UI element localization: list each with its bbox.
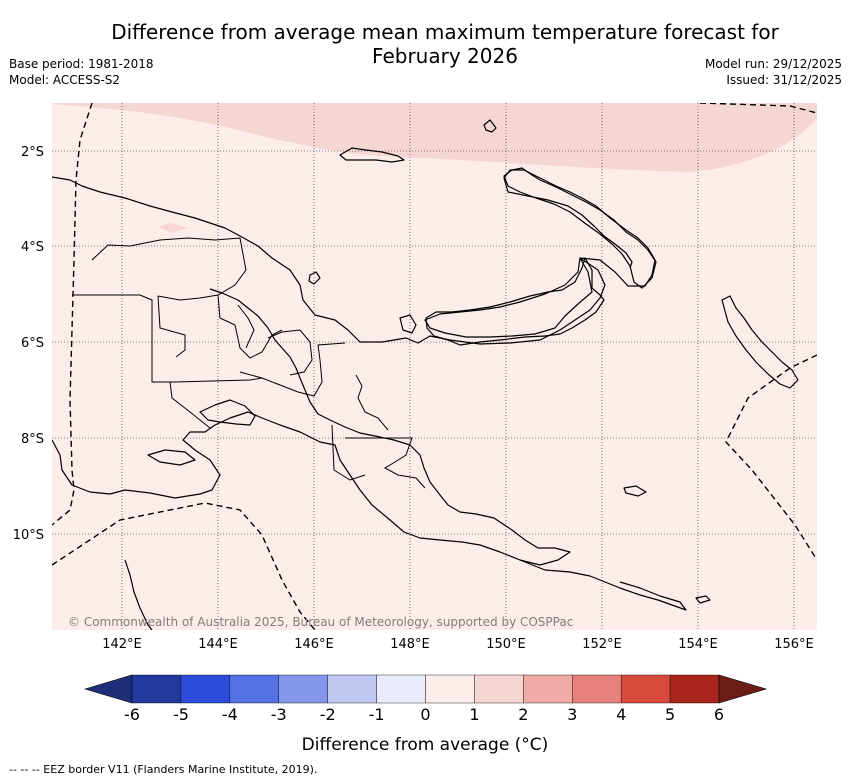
lon-label-144e: 144°E <box>198 637 238 652</box>
small-warm-patch <box>158 223 188 233</box>
map-panel <box>52 103 817 630</box>
border-line-11 <box>355 374 389 431</box>
border-line-9 <box>331 424 366 481</box>
manus-island <box>339 147 405 163</box>
latitude-labels: 2°S 4°S 6°S 8°S 10°S <box>13 145 44 543</box>
lon-label-156e: 156°E <box>774 637 814 652</box>
longitude-labels: 142°E 144°E 146°E 148°E 150°E 152°E 154°… <box>102 637 814 652</box>
left-meta: Base period: 1981-2018 Model: ACCESS-S2 <box>9 56 154 88</box>
colorbar-tick-label: -1 <box>369 705 385 724</box>
map-title: Difference from average mean maximum tem… <box>80 20 810 68</box>
colorbar-tick-label: -4 <box>222 705 238 724</box>
eez-border-south <box>52 502 316 630</box>
border-line-1 <box>72 294 263 383</box>
lon-label-150e: 150°E <box>486 637 526 652</box>
border-line-4 <box>217 294 283 359</box>
colorbar-tick-label: 5 <box>665 705 675 724</box>
colorbar-swatch <box>327 674 377 704</box>
eez-borders <box>52 103 817 630</box>
bougainville <box>721 295 799 389</box>
colorbar-swatch <box>376 674 426 704</box>
border-line-10 <box>345 437 426 489</box>
colorbar-swatch <box>425 674 475 704</box>
title-line-2: February 2026 <box>372 44 518 68</box>
lon-label-146e: 146°E <box>294 637 334 652</box>
colorbar-low-extend <box>83 674 133 704</box>
issued-date: Issued: 31/12/2025 <box>726 73 842 87</box>
lat-label-8s: 8°S <box>21 432 44 447</box>
colorbar-tick-label: -3 <box>271 705 287 724</box>
map-figure: 2°S 4°S 6°S 8°S 10°S 142°E 144°E 146°E 1… <box>13 103 817 755</box>
torres-islands <box>147 449 196 466</box>
colorbar-swatch <box>278 674 328 704</box>
colorbar-tick-label: 0 <box>420 705 430 724</box>
colorbar-swatch <box>669 674 720 704</box>
base-period: Base period: 1981-2018 <box>9 57 154 71</box>
border-line-5 <box>237 304 255 349</box>
eez-border-east <box>725 354 817 561</box>
graticule <box>52 103 817 630</box>
border-line-8 <box>169 381 211 429</box>
northern-island <box>483 119 497 133</box>
lon-label-152e: 152°E <box>582 637 622 652</box>
new-ireland <box>503 167 657 289</box>
lat-label-2s: 2°S <box>21 145 44 160</box>
cape-york-tip <box>124 559 153 630</box>
colorbar-tick-label: 3 <box>567 705 577 724</box>
colorbar-swatch <box>523 674 573 704</box>
title-line-1: Difference from average mean maximum tem… <box>111 20 779 44</box>
border-line-2 <box>91 237 247 301</box>
colorbar: -6 -5 -4 -3 -2 -1 0 1 2 3 4 5 6 Difference from aver… <box>83 674 768 755</box>
colorbar-swatch <box>572 674 622 704</box>
eez-border-west <box>52 103 93 526</box>
colorbar-swatches <box>131 674 720 704</box>
model-run: Model run: 29/12/2025 <box>704 57 842 71</box>
eez-border-northeast <box>699 103 817 114</box>
lat-label-6s: 6°S <box>21 336 44 351</box>
png-south-coast <box>52 288 571 566</box>
colorbar-swatch <box>620 674 671 704</box>
copyright-notice: © Commonwealth of Australia 2025, Bureau… <box>68 615 573 629</box>
karkar-island <box>308 271 321 285</box>
lon-label-142e: 142°E <box>102 637 142 652</box>
border-line-3 <box>157 295 186 358</box>
right-meta: Model run: 29/12/2025 Issued: 31/12/2025 <box>705 56 842 88</box>
southeast-tip <box>519 559 687 611</box>
colorbar-swatch <box>180 674 231 704</box>
lat-label-10s: 10°S <box>13 528 44 543</box>
land-outlines <box>52 119 799 630</box>
goodenough-island <box>399 314 417 334</box>
new-guinea-mainland <box>52 169 656 345</box>
warm-anomaly-region <box>52 103 817 172</box>
colorbar-tick-label: 4 <box>616 705 626 724</box>
colorbar-tick-label: -5 <box>173 705 189 724</box>
woodlark-island <box>623 485 647 497</box>
fly-river-delta <box>199 399 256 426</box>
colorbar-high-extend <box>718 674 768 704</box>
lon-label-154e: 154°E <box>678 637 718 652</box>
colorbar-tick-label: -2 <box>320 705 336 724</box>
lon-label-148e: 148°E <box>390 637 430 652</box>
model-name: Model: ACCESS-S2 <box>9 73 121 87</box>
colorbar-tick-label: 1 <box>469 705 479 724</box>
eez-legend-note: -- -- -- EEZ border V11 (Flanders Marine… <box>9 763 318 776</box>
louisiade-island <box>695 595 711 604</box>
internal-boundaries <box>72 237 426 489</box>
colorbar-label: Difference from average (°C) <box>302 735 549 755</box>
colorbar-tick-label: -6 <box>124 705 140 724</box>
colorbar-swatch <box>474 674 524 704</box>
colorbar-swatch <box>131 674 182 704</box>
colorbar-tick-label: 6 <box>714 705 724 724</box>
border-line-6 <box>239 342 346 397</box>
colorbar-tick-labels: -6 -5 -4 -3 -2 -1 0 1 2 3 4 5 6 <box>124 705 724 724</box>
map-background <box>52 103 817 630</box>
border-line-7 <box>267 329 313 376</box>
lat-label-4s: 4°S <box>21 240 44 255</box>
colorbar-tick-label: 2 <box>518 705 528 724</box>
colorbar-swatch <box>229 674 279 704</box>
new-britain <box>425 257 605 346</box>
